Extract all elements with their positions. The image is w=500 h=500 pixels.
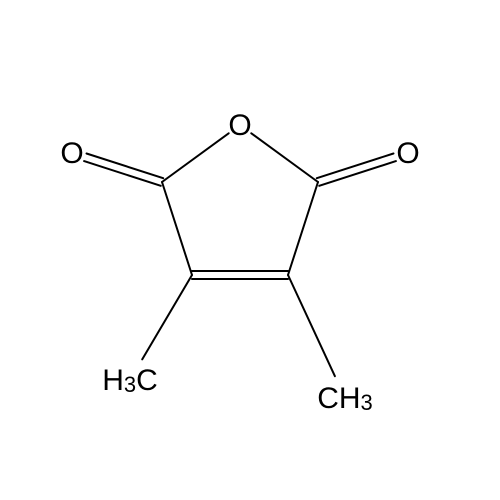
- atom-label-O_left: O: [60, 137, 83, 170]
- atom-label-CH3_left: H3C: [102, 364, 158, 397]
- atom-label-O_right: O: [396, 137, 419, 170]
- atom-label-CH3_right: CH3: [317, 382, 373, 415]
- molecule-diagram: O O O H3C CH3: [0, 0, 500, 500]
- atom-label-O_top: O: [228, 109, 251, 142]
